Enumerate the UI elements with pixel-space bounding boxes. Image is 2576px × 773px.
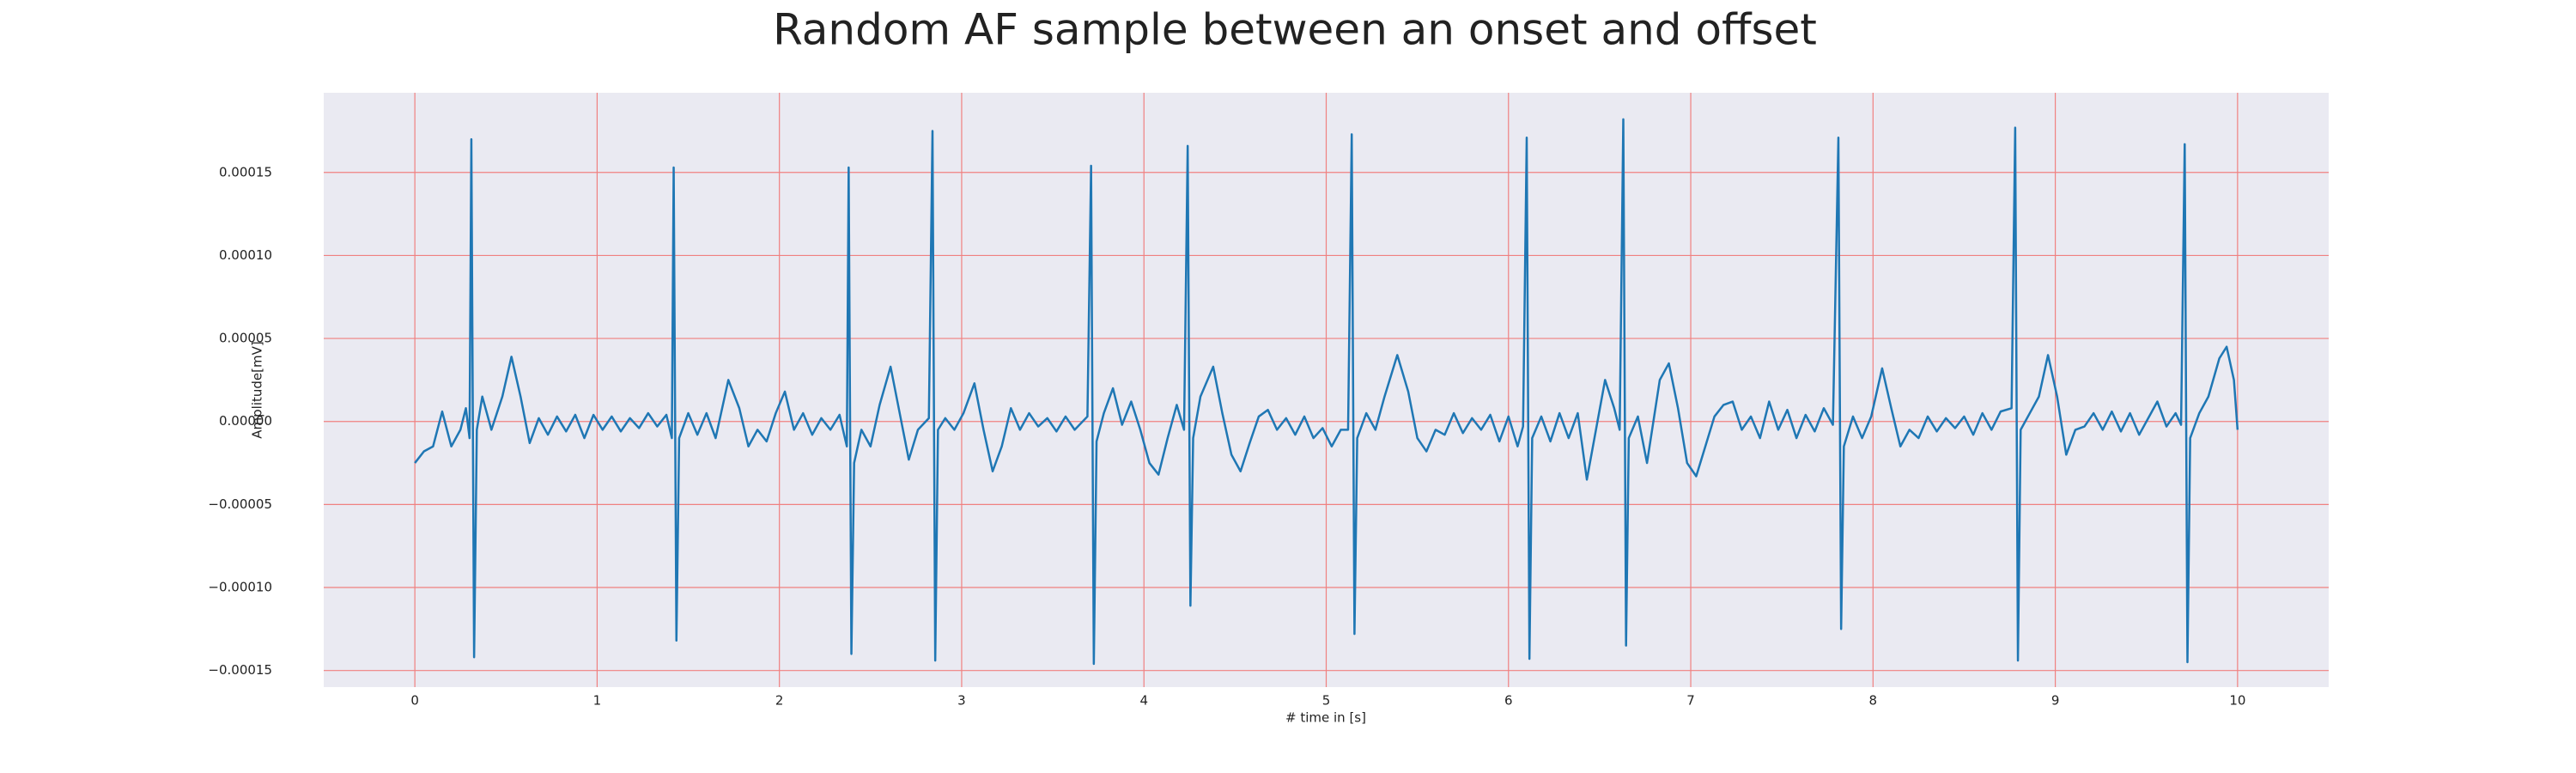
chart-title: Random AF sample between an onset and of… bbox=[773, 5, 1817, 55]
x-tick-label: 7 bbox=[1686, 693, 1695, 709]
y-tick-label: −0.00015 bbox=[208, 662, 272, 678]
y-tick-label: 0.00015 bbox=[219, 164, 272, 180]
y-tick-label: 0.00010 bbox=[219, 247, 272, 263]
x-tick-label: 9 bbox=[2051, 693, 2060, 709]
x-tick-label: 8 bbox=[1869, 693, 1878, 709]
x-tick-label: 0 bbox=[410, 693, 419, 709]
x-tick-label: 3 bbox=[957, 693, 966, 709]
signal-line bbox=[414, 118, 2239, 666]
y-tick-label: −0.00010 bbox=[208, 580, 272, 595]
x-axis-label: # time in [s] bbox=[1285, 710, 1366, 726]
x-tick-label: 5 bbox=[1322, 693, 1331, 709]
y-tick-label: 0.00005 bbox=[219, 331, 272, 346]
x-tick-label: 4 bbox=[1139, 693, 1148, 709]
x-tick-label: 2 bbox=[775, 693, 784, 709]
x-tick-label: 6 bbox=[1504, 693, 1513, 709]
y-axis-label: Amplitude[mV] bbox=[250, 341, 265, 438]
y-tick-label: 0.00000 bbox=[219, 413, 272, 429]
x-tick-label: 10 bbox=[2229, 693, 2245, 709]
y-tick-label: −0.00005 bbox=[208, 496, 272, 512]
x-tick-label: 1 bbox=[593, 693, 602, 709]
